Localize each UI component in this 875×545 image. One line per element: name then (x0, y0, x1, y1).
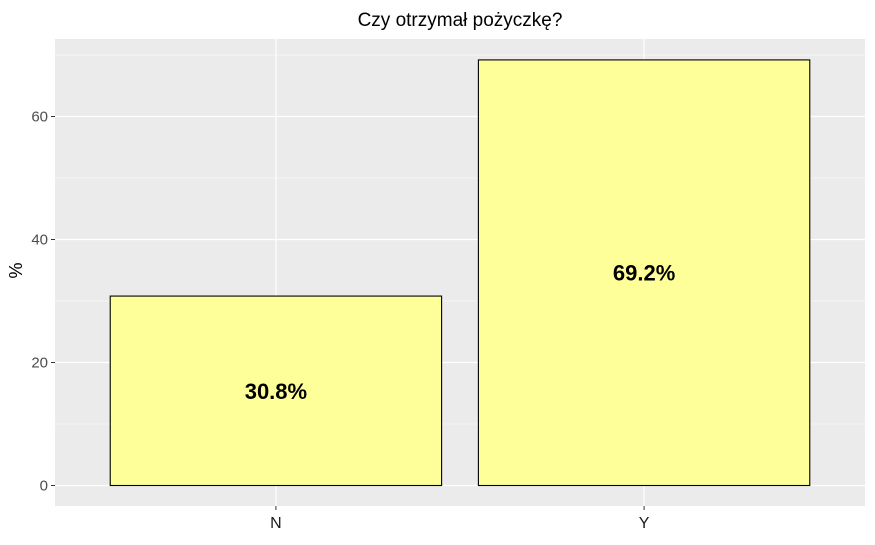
data-label-Y: 69.2% (613, 261, 675, 286)
y-tick-label: 20 (31, 355, 48, 372)
x-tick-label: N (270, 515, 282, 532)
y-tick-label: 60 (31, 109, 48, 126)
chart-title: Czy otrzymał pożyczkę? (358, 10, 563, 31)
y-axis-title: % (6, 262, 26, 278)
y-axis: 0 20 40 60 (31, 109, 55, 495)
data-labels-group: 30.8% 69.2% (245, 261, 676, 404)
bar-N (109, 295, 443, 487)
bars-group (109, 59, 811, 487)
y-tick-label: 40 (31, 232, 48, 249)
data-label-N: 30.8% (245, 379, 307, 404)
x-tick-label: Y (639, 515, 650, 532)
bar-Y (477, 59, 811, 487)
y-tick-label: 0 (40, 478, 48, 495)
